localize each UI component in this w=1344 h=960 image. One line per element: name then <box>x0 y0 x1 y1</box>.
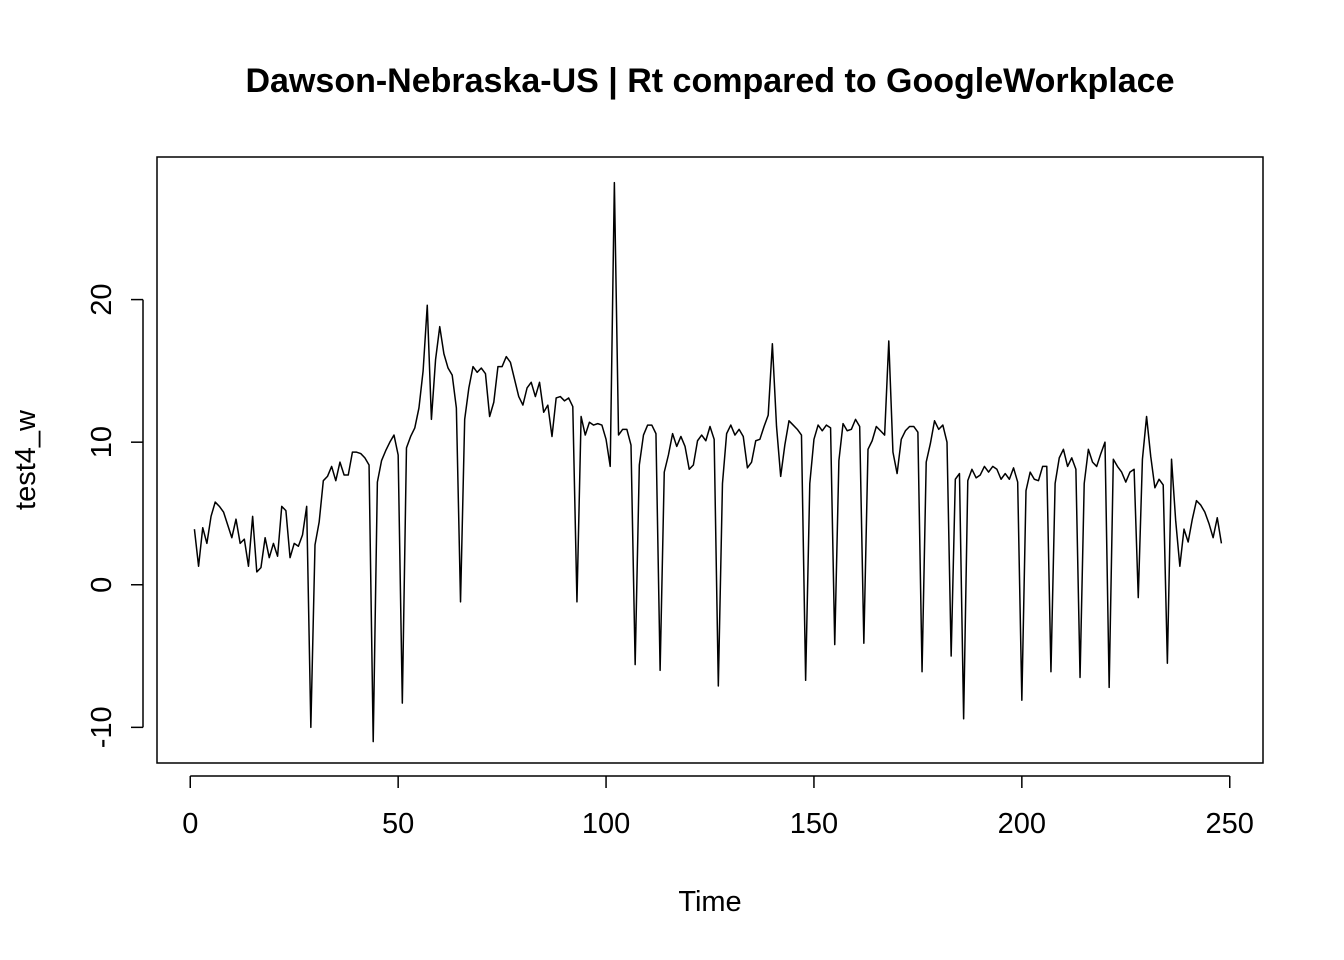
chart-title: Dawson-Nebraska-US | Rt compared to Goog… <box>246 62 1175 100</box>
plot-area-box <box>156 156 1264 764</box>
y-tick-label: 0 <box>86 577 118 593</box>
x-tick-label: 0 <box>182 808 198 840</box>
y-tick-label: 10 <box>86 426 118 458</box>
x-axis-label: Time <box>678 886 741 918</box>
x-tick-label: 100 <box>582 808 630 840</box>
x-axis: 0 50 100 150 200 250 <box>182 775 1254 840</box>
y-axis: -10 0 10 20 <box>86 283 144 748</box>
x-tick-label: 150 <box>790 808 838 840</box>
x-tick-label: 50 <box>382 808 414 840</box>
x-tick-label: 200 <box>998 808 1046 840</box>
y-axis-label: test4_w <box>10 409 42 510</box>
y-tick-label: 20 <box>86 283 118 315</box>
series-line <box>193 181 1223 743</box>
x-tick-label: 250 <box>1206 808 1254 840</box>
y-tick-label: -10 <box>86 706 118 748</box>
